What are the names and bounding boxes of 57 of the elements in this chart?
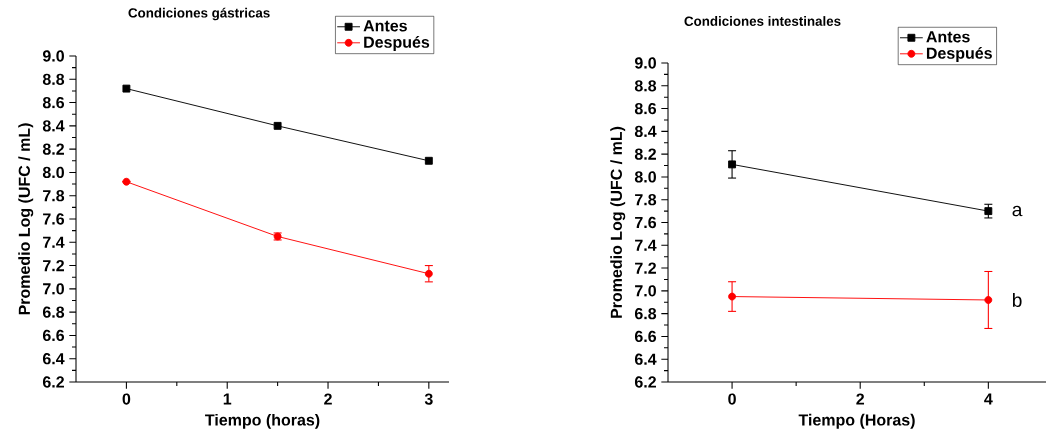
point xyxy=(122,84,131,93)
annotation: b xyxy=(1012,292,1022,308)
point xyxy=(728,292,737,301)
y-tick-label: 9.0 xyxy=(42,50,64,62)
point xyxy=(424,156,433,165)
y-tick-label: 8.8 xyxy=(634,80,657,92)
y-tick-label: 7.2 xyxy=(43,259,64,272)
y-tick-label: 7.6 xyxy=(43,213,65,225)
legend-label: Después xyxy=(926,46,992,62)
y-tick-label: 6.6 xyxy=(634,330,657,343)
legend-label: Después xyxy=(364,35,430,51)
x-axis-title: Tiempo (horas) xyxy=(205,413,320,429)
x-tick-label: 1 xyxy=(223,393,232,405)
x-tick-label: 3 xyxy=(424,393,433,405)
y-tick-label: 9.0 xyxy=(634,57,656,69)
x-tick-label: 2 xyxy=(856,393,865,405)
y-tick-label: 7.4 xyxy=(43,236,65,248)
y-tick-label: 7.6 xyxy=(635,216,657,229)
y-tick-label: 6.8 xyxy=(634,307,657,320)
y-axis-title: Promedio Log (UFC / mL) xyxy=(18,123,34,315)
x-tick-label: 0 xyxy=(122,393,131,405)
x-tick-label: 4 xyxy=(984,393,993,405)
y-tick-label: 6.4 xyxy=(42,353,65,365)
chart-title: Condiciones intestinales xyxy=(684,16,841,26)
y-tick-label: 6.4 xyxy=(634,353,657,365)
y-tick-label: 8.8 xyxy=(42,73,65,85)
y-tick-label: 7.8 xyxy=(43,190,65,202)
y-tick-label: 7.0 xyxy=(635,285,656,297)
y-tick-label: 8.2 xyxy=(42,143,64,155)
point xyxy=(273,121,282,130)
y-tick-label: 7.4 xyxy=(635,239,657,251)
chart-title: Condiciones gástricas xyxy=(128,7,270,21)
y-tick-label: 7.8 xyxy=(635,194,657,206)
y-tick-label: 8.2 xyxy=(634,148,656,160)
y-tick-label: 8.0 xyxy=(634,171,656,183)
annotation: a xyxy=(1012,205,1023,217)
y-tick-label: 7.2 xyxy=(635,262,656,274)
legend-label: Antes xyxy=(926,31,970,43)
y-tick-label: 7.0 xyxy=(43,283,64,295)
y-tick-label: 6.6 xyxy=(42,329,65,342)
y-tick-label: 8.0 xyxy=(42,166,64,179)
y-tick-label: 8.4 xyxy=(42,120,65,132)
y-tick-label: 6.8 xyxy=(42,306,65,318)
point xyxy=(984,296,993,304)
x-tick-label: 2 xyxy=(324,393,332,405)
point xyxy=(122,177,131,186)
point xyxy=(728,160,737,169)
legend-label: Antes xyxy=(363,20,407,32)
y-tick-label: 8.6 xyxy=(42,96,65,109)
x-tick-label: 0 xyxy=(728,393,736,405)
y-tick-label: 8.4 xyxy=(634,125,657,138)
y-tick-label: 6.2 xyxy=(634,376,656,388)
y-tick-label: 8.6 xyxy=(634,102,657,115)
x-axis-title: Tiempo (Horas) xyxy=(798,413,915,429)
point xyxy=(424,269,433,278)
y-tick-label: 6.2 xyxy=(42,376,64,388)
y-axis-title: Promedio Log (UFC / mL) xyxy=(610,126,626,318)
